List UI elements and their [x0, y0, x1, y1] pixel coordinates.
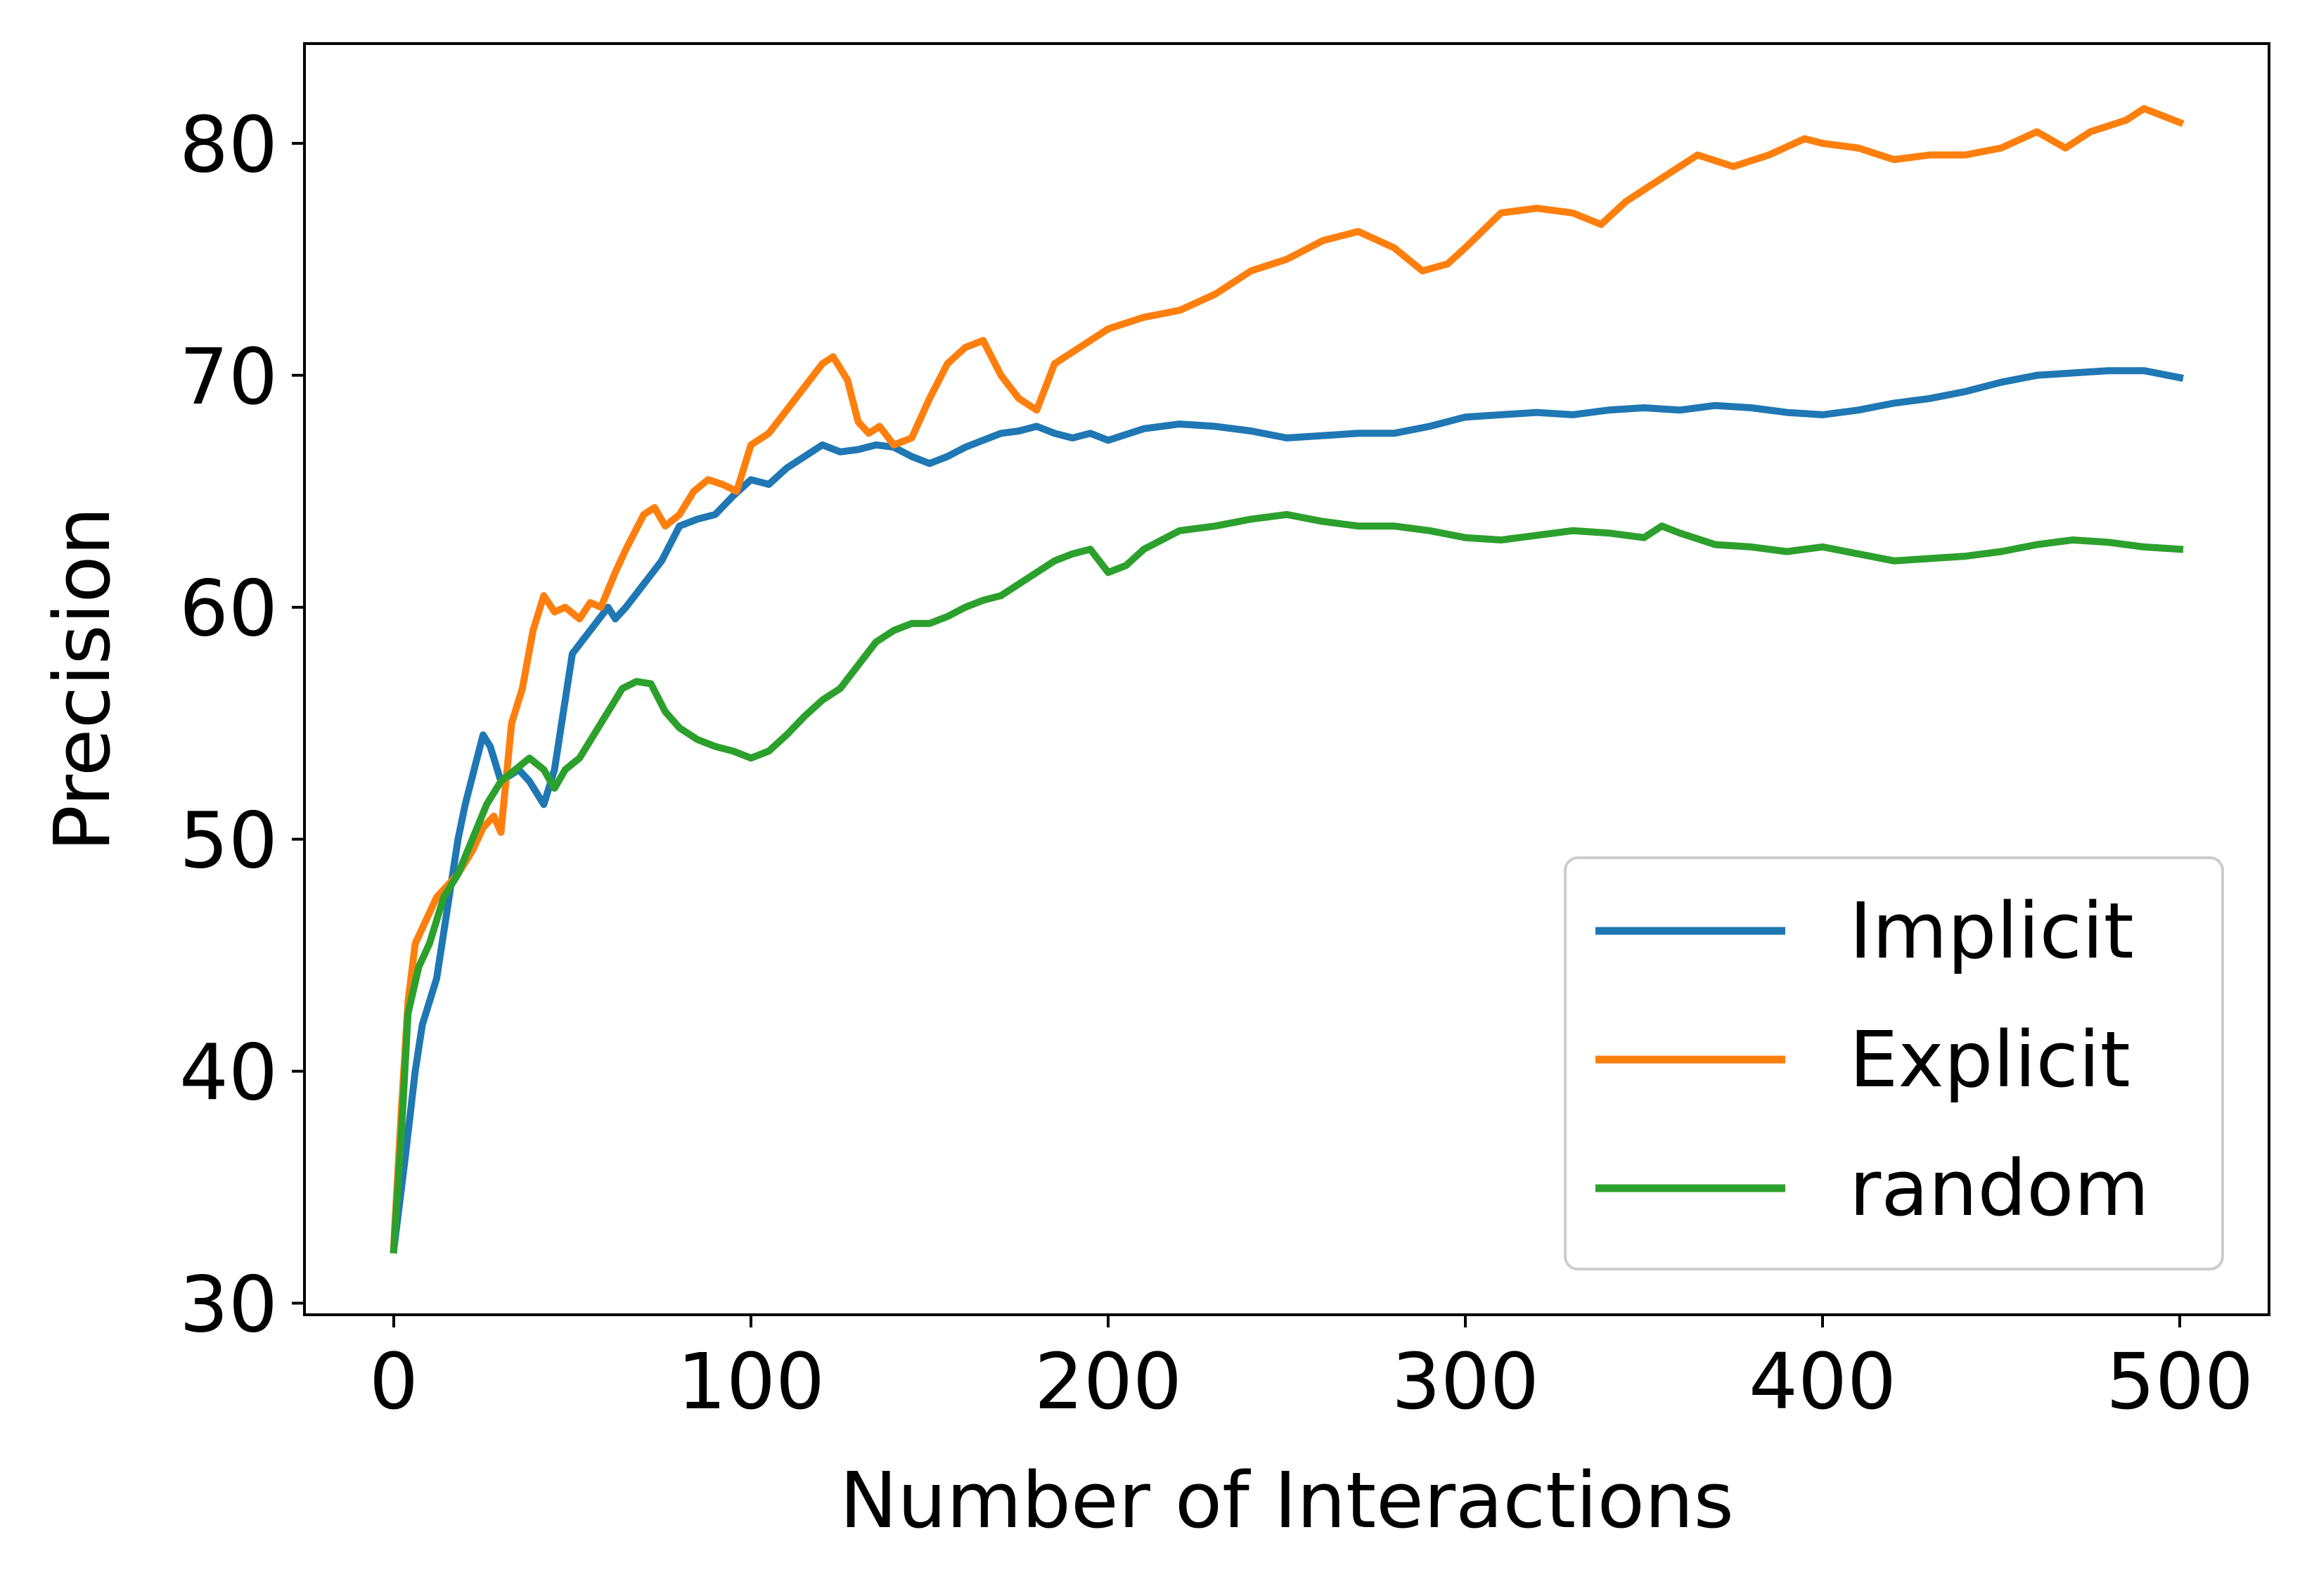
x-tick-label: 500 [2106, 1337, 2254, 1427]
y-tick-label: 30 [179, 1260, 278, 1350]
plot-frame [303, 42, 2270, 1316]
legend-entry-random: random [1595, 1143, 2149, 1233]
x-tick-label: 300 [1392, 1337, 1539, 1427]
legend-label-random: random [1849, 1143, 2149, 1233]
x-tick-label: 200 [1034, 1337, 1182, 1427]
x-axis-ticks: 0 100 200 300 400 500 [369, 1315, 2254, 1427]
series-line-random [390, 510, 2184, 1254]
y-tick-label: 40 [179, 1028, 278, 1118]
legend-entry-implicit: Implicit [1595, 886, 2134, 976]
x-tick-label: 0 [369, 1337, 418, 1427]
y-tick-label: 70 [179, 332, 278, 422]
x-tick-label: 100 [677, 1337, 825, 1427]
y-axis-label: Precision [37, 507, 127, 852]
legend-label-implicit: Implicit [1849, 886, 2134, 976]
series-layer [390, 105, 2185, 1254]
legend: Implicit Explicit random [1564, 856, 2224, 1270]
legend-frame [1564, 856, 2224, 1270]
series-line-implicit [390, 367, 2184, 1254]
y-tick-label: 50 [179, 796, 278, 886]
legend-entry-explicit: Explicit [1595, 1015, 2131, 1105]
series-line-explicit [390, 105, 2185, 1249]
y-tick-label: 80 [179, 100, 278, 190]
x-axis-label: Number of Interactions [840, 1455, 1734, 1545]
legend-label-explicit: Explicit [1849, 1015, 2131, 1105]
x-tick-label: 400 [1749, 1337, 1896, 1427]
y-axis-ticks: 30 40 50 60 70 80 [179, 100, 304, 1350]
y-tick-label: 60 [179, 564, 278, 654]
